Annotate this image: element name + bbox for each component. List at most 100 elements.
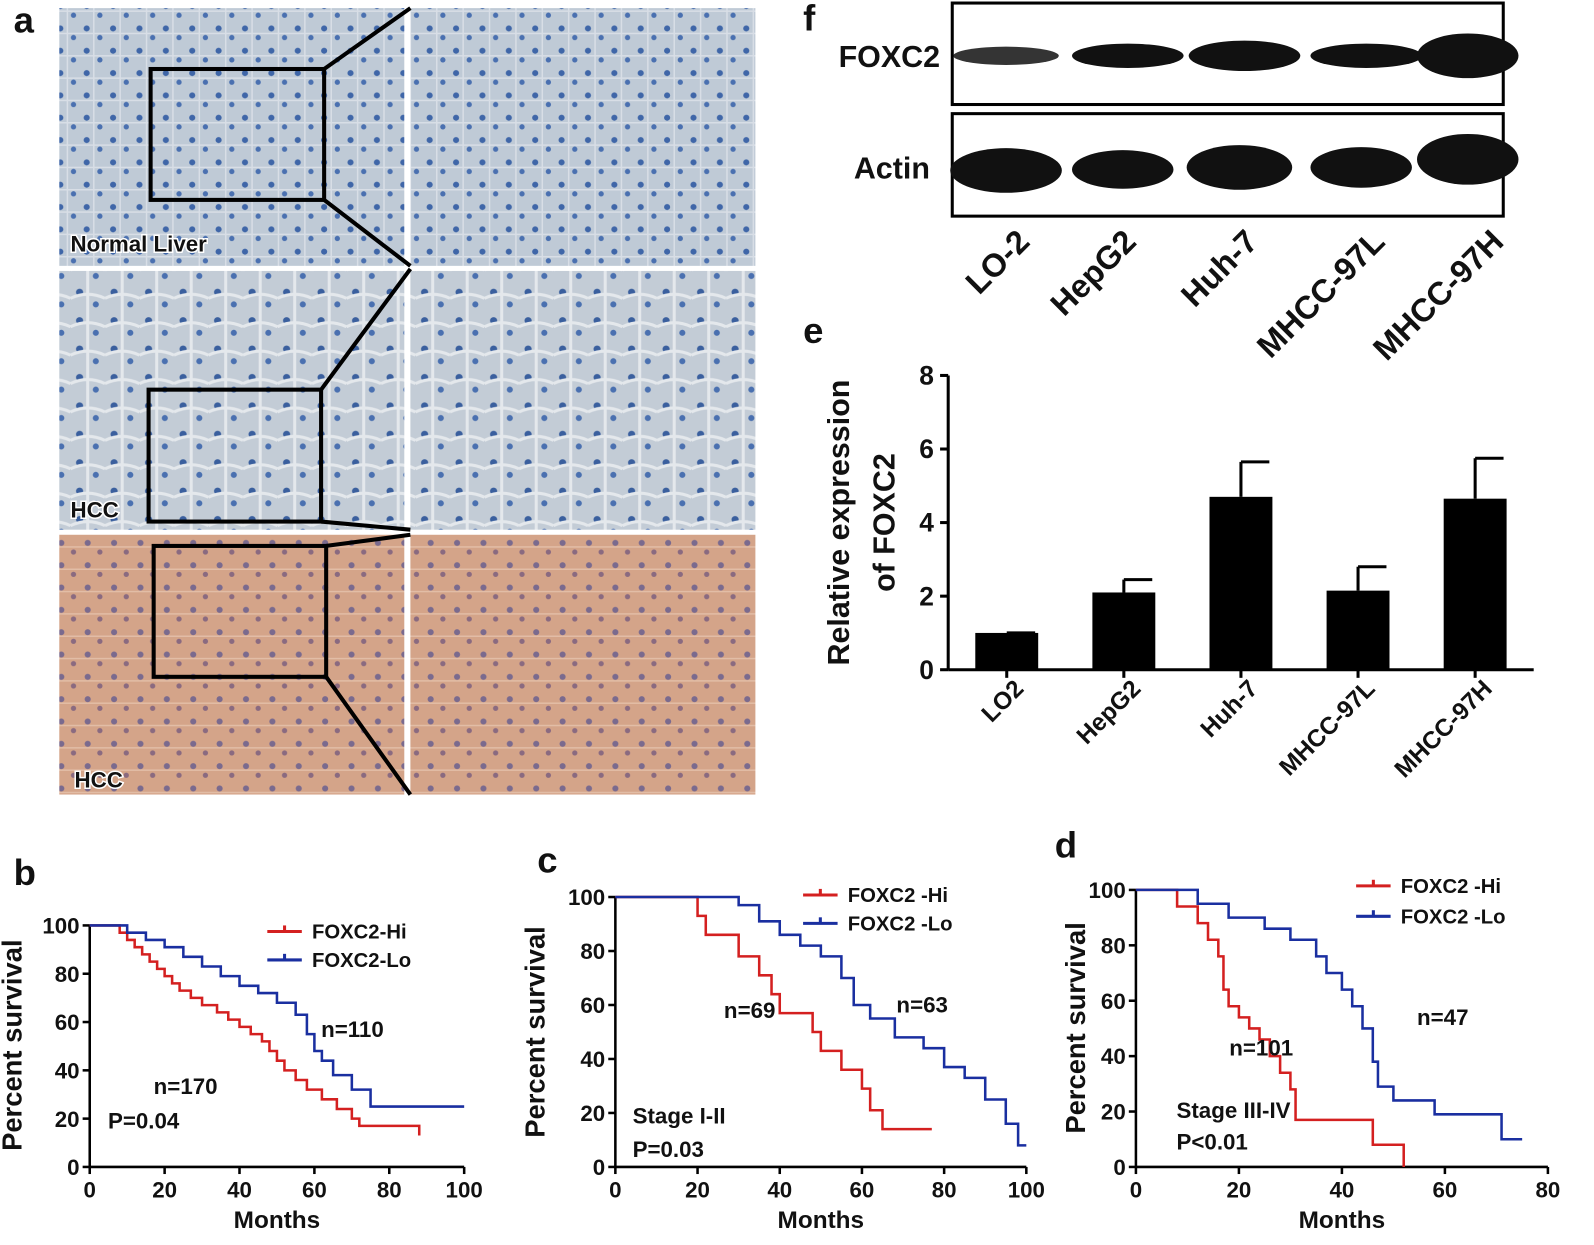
x-tick-label: MHCC-97H (1390, 675, 1498, 783)
y-tick-label: 60 (55, 1010, 80, 1035)
x-tick-label: 0 (84, 1177, 96, 1202)
lane-label: LO-2 (959, 223, 1037, 301)
y-tick-label: 0 (919, 655, 934, 685)
zoom-box (148, 66, 327, 202)
annotation: n=69 (724, 998, 775, 1023)
y-tick-label: 100 (1089, 878, 1126, 903)
y-tick-label: 0 (1113, 1155, 1125, 1180)
x-axis-label: Months (234, 1207, 321, 1234)
zoom-box (151, 543, 329, 679)
y-tick-label: 0 (593, 1155, 605, 1180)
x-tick-label: Huh-7 (1196, 675, 1264, 743)
y-tick-label: 80 (580, 939, 605, 964)
zoom-box (146, 387, 324, 524)
blot-row-label: FOXC2 (839, 40, 940, 74)
bar (1326, 590, 1390, 670)
panel-label: c (537, 840, 557, 881)
x-tick-label: 60 (850, 1177, 875, 1202)
y-axis-label: Percent survival (1060, 922, 1091, 1134)
annotation: n=47 (1417, 1005, 1468, 1030)
x-tick-label: 60 (302, 1177, 327, 1202)
x-tick-label: 0 (609, 1177, 621, 1202)
micrograph-label: HCC (70, 498, 118, 523)
annotation: n=170 (154, 1074, 218, 1099)
x-tick-label: 40 (227, 1177, 252, 1202)
micrograph (410, 8, 756, 266)
x-tick-label: 100 (1008, 1177, 1045, 1202)
panel-label: a (14, 0, 35, 40)
x-tick-label: 100 (446, 1177, 483, 1202)
x-tick-label: 80 (932, 1177, 957, 1202)
x-tick-label: 20 (152, 1177, 177, 1202)
survival-line (89, 924, 421, 1136)
micrograph (410, 270, 756, 530)
x-tick-label: 80 (1535, 1177, 1560, 1202)
x-axis-label: Months (1299, 1207, 1386, 1234)
annotation: n=110 (321, 1017, 384, 1042)
x-tick-label: 20 (685, 1177, 710, 1202)
x-tick-label: 60 (1432, 1177, 1457, 1202)
x-tick-label: 0 (1130, 1177, 1142, 1202)
y-axis-label: Percent survival (519, 926, 550, 1138)
y-axis-label: Relative expression (822, 380, 856, 666)
legend-label: FOXC2 -Lo (1401, 906, 1506, 928)
x-axis-label: Months (778, 1207, 865, 1234)
x-tick-label: HepG2 (1072, 675, 1147, 750)
x-tick-label: 40 (1329, 1177, 1354, 1202)
survival-line (89, 924, 465, 1108)
x-tick-label: LO2 (977, 675, 1030, 728)
y-tick-label: 80 (55, 962, 80, 987)
y-tick-label: 40 (55, 1058, 80, 1083)
y-tick-label: 20 (1101, 1100, 1126, 1125)
annotation: Stage I-II (633, 1103, 726, 1128)
y-tick-label: 40 (1101, 1044, 1126, 1069)
y-tick-label: 20 (580, 1101, 605, 1126)
micrograph-label: HCC (75, 767, 123, 792)
survival-line (1135, 888, 1523, 1141)
y-tick-label: 8 (919, 361, 934, 391)
micrograph-label: Normal Liver (70, 232, 207, 257)
y-tick-label: 60 (1101, 989, 1126, 1014)
y-tick-label: 0 (67, 1155, 79, 1180)
legend-label: FOXC2-Hi (312, 922, 407, 944)
lane-label: Huh-7 (1174, 223, 1264, 313)
legend-label: FOXC2-Lo (312, 950, 411, 972)
legend-label: FOXC2 -Hi (848, 885, 948, 907)
annotation: Stage III-IV (1177, 1098, 1291, 1123)
lane-label: MHCC-97H (1366, 223, 1510, 367)
bar (1092, 592, 1156, 670)
y-tick-label: 60 (580, 993, 605, 1018)
survival-line (615, 895, 1027, 1147)
annotation: n=63 (896, 993, 947, 1018)
survival-line (615, 895, 932, 1131)
western-blot: FOXC2 Actin LO-2 HepG2 Huh-7 MHCC-97L MH… (839, 1, 1519, 367)
y-tick-label: 6 (919, 434, 934, 464)
panel-label: b (14, 852, 36, 893)
micrograph (59, 534, 405, 795)
lane-label: HepG2 (1043, 223, 1142, 322)
y-tick-label: 2 (919, 581, 934, 611)
y-tick-label: 4 (919, 508, 934, 538)
bar (1443, 498, 1507, 670)
blot-row-label: Actin (854, 152, 930, 186)
y-tick-label: 100 (568, 885, 605, 910)
micrographs: Normal Liver HCC HCC (59, 6, 756, 796)
y-tick-label: 100 (42, 914, 79, 939)
y-tick-label: 80 (1101, 933, 1126, 958)
legend-label: FOXC2 -Hi (1401, 876, 1501, 898)
x-tick-label: MHCC-97L (1274, 675, 1380, 781)
micrograph (59, 270, 405, 530)
x-tick-label: 80 (377, 1177, 402, 1202)
legend-label: FOXC2 -Lo (848, 914, 953, 936)
bar (1209, 496, 1273, 670)
y-axis-label: Percent survival (0, 939, 28, 1151)
annotation: P=0.04 (108, 1108, 180, 1133)
annotation: n=101 (1229, 1035, 1293, 1060)
x-tick-label: 20 (1227, 1177, 1252, 1202)
micrograph (410, 534, 756, 795)
y-tick-label: 40 (580, 1047, 605, 1072)
annotation: P<0.01 (1177, 1130, 1248, 1155)
panel-label: f (803, 0, 816, 38)
panel-label: e (803, 310, 823, 351)
